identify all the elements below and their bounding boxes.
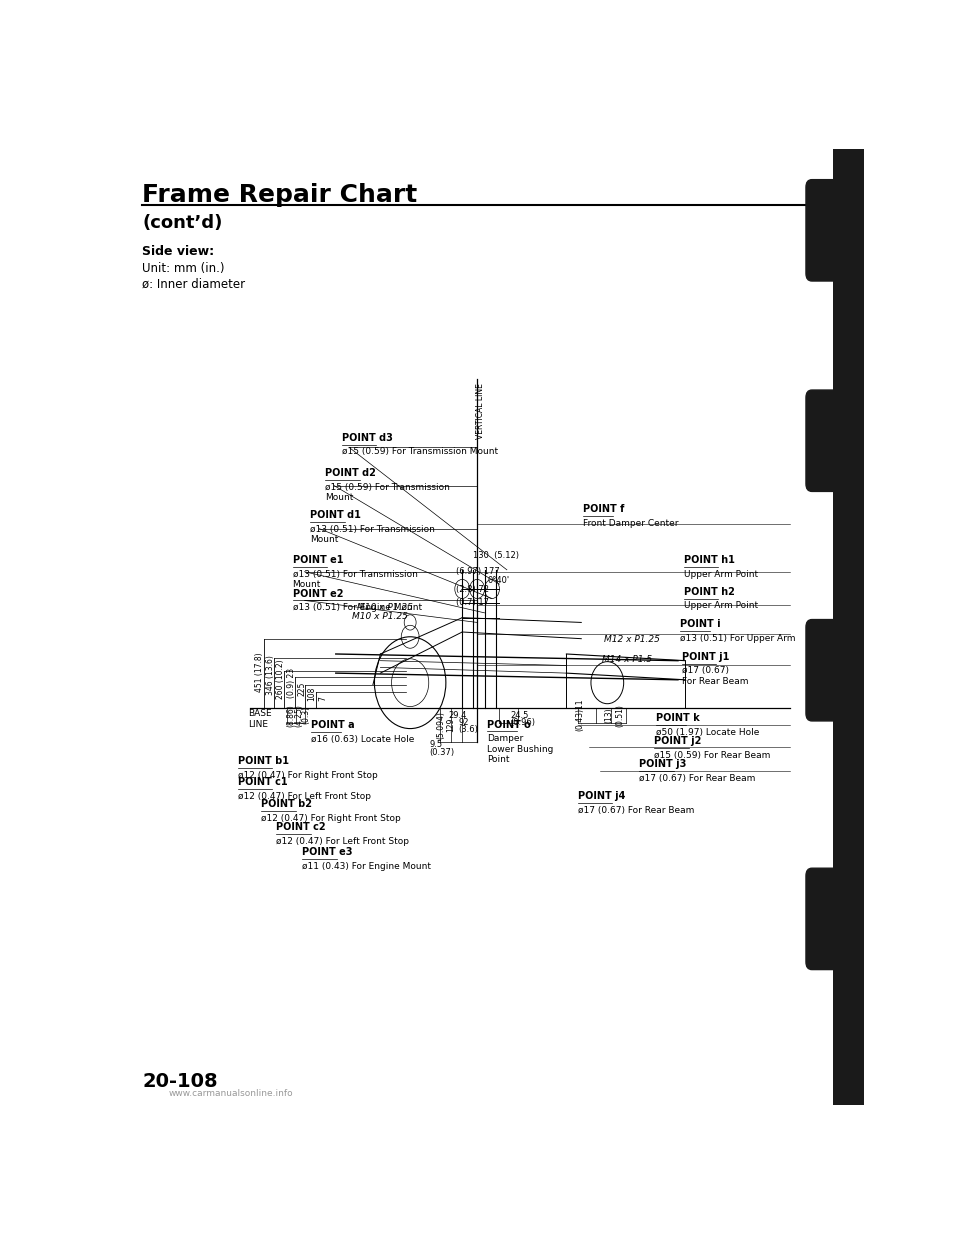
Text: ø15 (0.59) For Transmission
Mount: ø15 (0.59) For Transmission Mount (325, 483, 450, 502)
Text: POINT d2: POINT d2 (325, 468, 376, 478)
Text: ø13 (0.51) For Transmission
Mount: ø13 (0.51) For Transmission Mount (293, 570, 418, 589)
Text: M10 x P1.25: M10 x P1.25 (352, 612, 408, 621)
Text: (cont’d): (cont’d) (142, 214, 223, 232)
Text: ø50 (1.97) Locate Hole: ø50 (1.97) Locate Hole (656, 728, 759, 737)
Text: (3.6): (3.6) (459, 725, 478, 734)
Text: POINT j3: POINT j3 (639, 759, 686, 769)
Text: ø17 (0.67) For Rear Beam: ø17 (0.67) For Rear Beam (578, 806, 694, 815)
Text: POINT h1: POINT h1 (684, 555, 734, 565)
Text: POINT a: POINT a (311, 720, 355, 730)
Text: POINT b2: POINT b2 (261, 799, 312, 809)
Text: VERTICAL LINE: VERTICAL LINE (475, 384, 485, 440)
Text: M12 x P1.25: M12 x P1.25 (604, 636, 660, 645)
Text: Frame Repair Chart: Frame Repair Chart (142, 183, 418, 206)
Text: POINT c1: POINT c1 (237, 777, 287, 787)
Text: ø12 (0.47) For Right Front Stop: ø12 (0.47) For Right Front Stop (237, 770, 377, 780)
Text: (5.094)
129: (5.094) 129 (436, 710, 456, 739)
Text: ø17 (0.67)
For Rear Beam: ø17 (0.67) For Rear Beam (682, 667, 748, 686)
Text: ø12 (0.47) For Left Front Stop: ø12 (0.47) For Left Front Stop (237, 791, 371, 801)
Text: POINT o: POINT o (487, 719, 531, 729)
Text: 92: 92 (459, 718, 469, 728)
Text: (8.86): (8.86) (287, 704, 296, 727)
Text: 451 (17.8): 451 (17.8) (255, 652, 264, 692)
Text: M10 x P1.25: M10 x P1.25 (356, 602, 413, 612)
Text: 0°40': 0°40' (488, 576, 510, 585)
Text: 346 (13.6): 346 (13.6) (266, 655, 275, 696)
Text: POINT c2: POINT c2 (276, 822, 325, 832)
Text: POINT k: POINT k (656, 713, 700, 723)
Text: Upper Arm Point: Upper Arm Point (684, 601, 758, 610)
Text: POINT f: POINT f (583, 504, 624, 514)
Text: ø17 (0.67) For Rear Beam: ø17 (0.67) For Rear Beam (639, 774, 756, 782)
Text: 7: 7 (318, 697, 326, 702)
Text: POINT j2: POINT j2 (654, 735, 702, 745)
Text: POINT j1: POINT j1 (682, 652, 729, 662)
Bar (832, 149, 864, 1105)
Text: M14 x P1.5: M14 x P1.5 (602, 655, 652, 663)
FancyBboxPatch shape (806, 180, 839, 281)
Text: POINT d1: POINT d1 (310, 510, 361, 520)
Text: ø15 (0.59) For Rear Beam: ø15 (0.59) For Rear Beam (654, 750, 771, 760)
Text: (4.25): (4.25) (294, 704, 303, 727)
FancyBboxPatch shape (806, 868, 839, 970)
Text: (0.43)11: (0.43)11 (575, 699, 585, 732)
Text: ø12 (0.47) For Left Front Stop: ø12 (0.47) For Left Front Stop (276, 837, 409, 846)
Text: Damper
Lower Bushing
Point: Damper Lower Bushing Point (487, 734, 553, 764)
FancyBboxPatch shape (806, 390, 839, 492)
Text: POINT e3: POINT e3 (302, 847, 352, 857)
Text: ø: Inner diameter: ø: Inner diameter (142, 277, 246, 291)
Text: Unit: mm (in.): Unit: mm (in.) (142, 262, 225, 274)
Text: (2.8) 72: (2.8) 72 (456, 585, 490, 595)
Text: ø11 (0.43) For Engine Mount: ø11 (0.43) For Engine Mount (302, 862, 431, 871)
Text: (0.51): (0.51) (615, 704, 624, 727)
Text: (0.7) 17: (0.7) 17 (456, 597, 490, 607)
Text: BASE
LINE: BASE LINE (248, 709, 272, 729)
Text: (0.37): (0.37) (429, 748, 455, 756)
Text: 29.4: 29.4 (448, 710, 467, 719)
Text: (0.3): (0.3) (301, 707, 310, 724)
Text: Side view:: Side view: (142, 245, 214, 257)
Text: POINT d3: POINT d3 (342, 432, 393, 442)
Text: ø13 (0.51) For Engine Mount: ø13 (0.51) For Engine Mount (293, 604, 421, 612)
Text: ø12 (0.47) For Right Front Stop: ø12 (0.47) For Right Front Stop (261, 814, 401, 822)
Text: ø13 (0.51) For Transmission
Mount: ø13 (0.51) For Transmission Mount (310, 525, 435, 544)
Text: (6.97) 177: (6.97) 177 (456, 568, 500, 576)
Text: POINT j4: POINT j4 (578, 791, 625, 801)
Text: POINT e1: POINT e1 (293, 555, 343, 565)
Text: (0.96): (0.96) (511, 718, 536, 728)
FancyBboxPatch shape (806, 620, 839, 720)
Text: www.carmanualsonline.info: www.carmanualsonline.info (168, 1089, 293, 1098)
Text: ø15 (0.59) For Transmission Mount: ø15 (0.59) For Transmission Mount (342, 447, 498, 456)
Text: (13): (13) (604, 708, 613, 723)
Text: POINT i: POINT i (681, 619, 721, 630)
Text: POINT b1: POINT b1 (237, 756, 289, 766)
Text: Front Damper Center: Front Damper Center (583, 519, 679, 528)
Text: 9.5: 9.5 (429, 740, 443, 749)
Text: (0.9) 23: (0.9) 23 (287, 668, 296, 698)
Text: POINT h2: POINT h2 (684, 586, 734, 596)
Text: 260 (10.2): 260 (10.2) (276, 660, 285, 699)
Text: 24.5: 24.5 (511, 710, 529, 719)
Text: 225: 225 (297, 681, 306, 696)
Text: 20-108: 20-108 (142, 1072, 218, 1090)
Text: 108: 108 (307, 687, 317, 702)
Text: 130  (5.12): 130 (5.12) (473, 551, 519, 560)
Text: ø13 (0.51) For Upper Arm: ø13 (0.51) For Upper Arm (681, 633, 796, 643)
Text: ø16 (0.63) Locate Hole: ø16 (0.63) Locate Hole (311, 735, 415, 744)
Text: Upper Arm Point: Upper Arm Point (684, 570, 758, 579)
Text: POINT e2: POINT e2 (293, 589, 343, 599)
